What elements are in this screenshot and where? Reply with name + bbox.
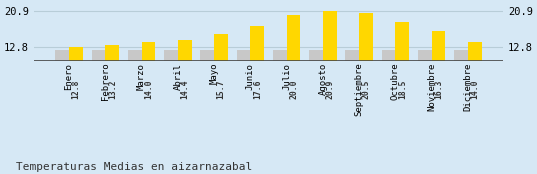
Text: 20.9: 20.9 — [325, 79, 334, 99]
Bar — [323, 11, 337, 103]
Bar — [395, 22, 409, 103]
Bar — [273, 50, 287, 103]
Text: 14.4: 14.4 — [180, 79, 189, 99]
Bar — [214, 34, 228, 103]
Text: Temperaturas Medias en aizarnazabal: Temperaturas Medias en aizarnazabal — [16, 162, 252, 172]
Text: 17.6: 17.6 — [253, 79, 262, 99]
Text: 20.5: 20.5 — [361, 79, 371, 99]
Text: 15.7: 15.7 — [216, 79, 226, 99]
Bar — [164, 50, 178, 103]
Bar — [250, 26, 264, 103]
Bar — [142, 42, 155, 103]
Bar — [69, 47, 83, 103]
Text: 14.0: 14.0 — [470, 79, 479, 99]
Bar — [178, 40, 192, 103]
Bar — [454, 50, 468, 103]
Bar — [468, 42, 482, 103]
Text: 14.0: 14.0 — [144, 79, 153, 99]
Bar — [309, 50, 323, 103]
Text: 16.3: 16.3 — [434, 79, 443, 99]
Bar — [345, 50, 359, 103]
Bar — [382, 50, 395, 103]
Text: 13.2: 13.2 — [108, 79, 117, 99]
Bar — [92, 50, 105, 103]
Bar — [432, 31, 445, 103]
Text: 20.0: 20.0 — [289, 79, 298, 99]
Bar — [200, 50, 214, 103]
Bar — [418, 50, 432, 103]
Bar — [128, 50, 142, 103]
Bar — [55, 50, 69, 103]
Bar — [105, 45, 119, 103]
Text: 12.8: 12.8 — [71, 79, 81, 99]
Text: 18.5: 18.5 — [398, 79, 407, 99]
Bar — [237, 50, 250, 103]
Bar — [359, 13, 373, 103]
Bar — [287, 15, 300, 103]
